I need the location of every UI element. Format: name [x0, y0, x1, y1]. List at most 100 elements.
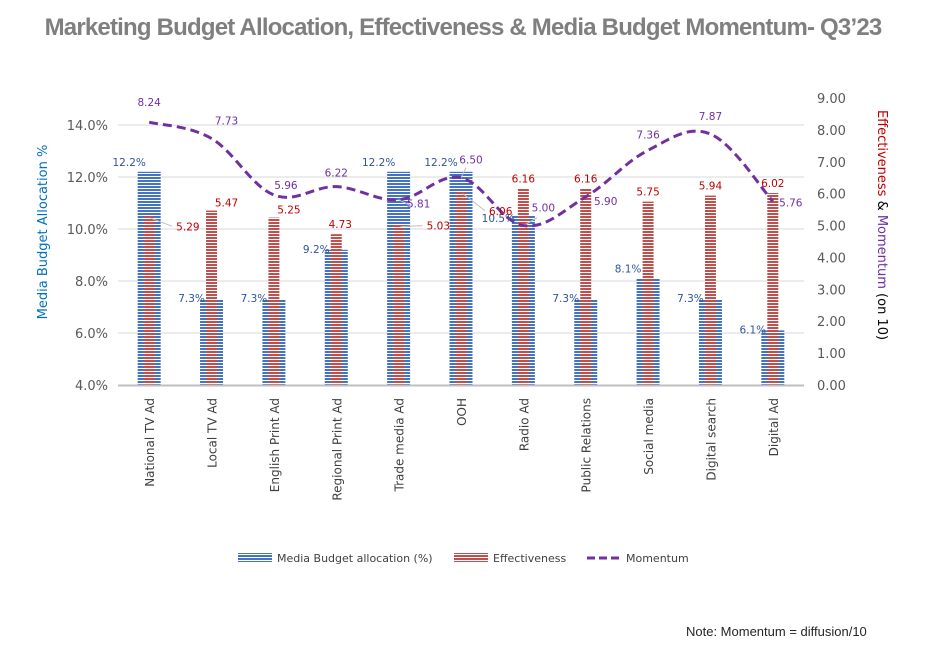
- left-axis-tick-label: 4.0%: [75, 379, 108, 394]
- effectiveness-data-label: 6.02: [761, 178, 784, 190]
- effectiveness-data-label: 6.16: [512, 174, 536, 186]
- leader-lines: [151, 167, 538, 228]
- legend-item-effectiveness[interactable]: Effectiveness: [454, 552, 566, 565]
- left-axis-tick-label: 8.0%: [75, 275, 108, 290]
- category-label: OOH: [455, 398, 469, 426]
- right-axis-tick-label: 7.00: [817, 156, 846, 171]
- effectiveness-data-label: 6.06: [489, 206, 513, 218]
- momentum-data-label: 5.00: [532, 203, 555, 215]
- leader-line: [398, 199, 411, 207]
- effectiveness-data-label: 5.03: [427, 221, 450, 233]
- effectiveness-bar: [393, 224, 405, 385]
- right-axis-tick-label: 5.00: [817, 220, 846, 235]
- allocation-data-label: 7.3%: [241, 293, 268, 305]
- allocation-labels: 12.2% 7.3% 7.3% 9.2% 12.2% 12.2% 10.5% 7.3% 8.1%…: [113, 157, 767, 337]
- left-axis-ticks: 4.0% 6.0% 8.0% 10.0% 12.0% 14.0%: [67, 119, 108, 394]
- effectiveness-data-label: 5.75: [636, 187, 659, 199]
- right-axis-tick-label: 9.00: [817, 92, 846, 107]
- right-axis-tick-label: 0.00: [817, 379, 846, 394]
- category-label: Social media: [642, 398, 656, 475]
- momentum-labels: 8.24 7.73 5.96 6.22 5.81 6.50 5.00 5.90 7.36 7.87…: [137, 97, 802, 214]
- leader-line: [462, 193, 486, 212]
- effectiveness-bar: [642, 201, 654, 385]
- category-label: Public Relations: [580, 398, 594, 492]
- effectiveness-data-label: 5.25: [277, 205, 300, 217]
- momentum-line: [148, 120, 774, 228]
- momentum-data-label: 5.90: [594, 196, 617, 208]
- legend-item-allocation[interactable]: Media Budget allocation (%): [238, 552, 433, 565]
- momentum-data-label: 6.22: [325, 168, 348, 180]
- category-label: Digital Ad: [767, 398, 781, 456]
- leader-line: [400, 225, 423, 228]
- effectiveness-data-label: 4.73: [329, 219, 352, 231]
- legend-label-momentum: Momentum: [626, 552, 689, 565]
- momentum-data-label: 5.96: [274, 180, 298, 192]
- effectiveness-bar: [580, 188, 592, 385]
- effectiveness-bars: [143, 188, 779, 385]
- leader-line: [523, 217, 538, 226]
- left-axis-title: Media Budget Allocation %: [36, 145, 51, 320]
- legend-swatch-effectiveness: [454, 553, 488, 562]
- right-axis-title-scale: (on 10): [874, 289, 889, 340]
- legend-label-allocation: Media Budget allocation (%): [277, 552, 433, 565]
- allocation-data-label: 12.2%: [424, 157, 457, 169]
- right-axis-tick-label: 6.00: [817, 188, 846, 203]
- effectiveness-data-label: 5.47: [215, 198, 238, 210]
- allocation-data-label: 7.3%: [178, 293, 205, 305]
- category-label: National TV Ad: [143, 398, 157, 487]
- legend: Media Budget allocation (%) Effectivenes…: [238, 552, 689, 565]
- legend-item-momentum[interactable]: Momentum: [587, 552, 689, 565]
- effectiveness-bar: [704, 195, 716, 385]
- momentum-data-label: 8.24: [137, 97, 161, 109]
- effectiveness-bar: [143, 216, 155, 385]
- left-axis-tick-label: 12.0%: [67, 171, 108, 186]
- category-labels: National TV Ad Local TV Ad English Print A…: [143, 398, 781, 501]
- right-axis-tick-label: 8.00: [817, 124, 846, 139]
- footnote: Note: Momentum = diffusion/10: [686, 624, 867, 639]
- momentum-data-label: 6.50: [459, 155, 482, 167]
- right-axis-title: Effectiveness & Momentum (on 10): [874, 110, 889, 340]
- allocation-data-label: 7.3%: [677, 293, 704, 305]
- legend-swatch-allocation: [238, 553, 272, 562]
- allocation-data-label: 10.5%: [482, 213, 515, 225]
- effectiveness-bar: [767, 193, 779, 385]
- right-axis-title-and: &: [874, 196, 889, 214]
- allocation-data-label: 12.2%: [113, 157, 146, 169]
- momentum-data-label: 7.87: [699, 111, 722, 123]
- right-axis-tick-label: 1.00: [817, 347, 846, 362]
- category-label: Radio Ad: [517, 398, 531, 451]
- allocation-data-label: 7.3%: [552, 293, 579, 305]
- effectiveness-data-label: 5.94: [699, 181, 723, 193]
- momentum-data-label: 7.73: [215, 115, 238, 127]
- left-axis-tick-label: 14.0%: [67, 119, 108, 134]
- effectiveness-bar: [268, 217, 280, 385]
- effectiveness-labels: 5.29 5.47 5.25 4.73 5.03 6.06 6.16 6.16 5.75 5.94…: [176, 174, 784, 234]
- right-axis-title-momentum: Momentum: [874, 215, 889, 289]
- effectiveness-bar: [206, 210, 218, 385]
- right-axis-title-effectiveness: Effectiveness: [874, 110, 889, 197]
- momentum-data-label: 5.76: [779, 197, 803, 209]
- category-label: Local TV Ad: [206, 398, 220, 468]
- effectiveness-bar: [330, 234, 342, 385]
- effectiveness-bar: [517, 188, 529, 385]
- chart-title: Marketing Budget Allocation, Effectivene…: [44, 14, 883, 41]
- allocation-data-label: 12.2%: [362, 157, 395, 169]
- right-axis-tick-label: 4.00: [817, 251, 846, 266]
- left-axis-tick-label: 10.0%: [67, 223, 108, 238]
- right-axis-tick-label: 3.00: [817, 283, 846, 298]
- effectiveness-data-label: 5.29: [176, 221, 199, 233]
- legend-label-effectiveness: Effectiveness: [493, 552, 566, 565]
- allocation-data-label: 8.1%: [615, 263, 642, 275]
- momentum-data-label: 5.81: [407, 199, 430, 211]
- right-axis-ticks: 0.00 1.00 2.00 3.00 4.00 5.00 6.00 7.00 8.00 9.00: [817, 92, 846, 394]
- right-axis-tick-label: 2.00: [817, 315, 846, 330]
- category-label: Trade media Ad: [393, 398, 407, 492]
- effectiveness-bar: [455, 191, 467, 385]
- leader-line: [151, 217, 173, 227]
- category-label: Digital search: [704, 398, 718, 481]
- category-label: Regional Print Ad: [330, 398, 344, 501]
- leader-line: [460, 167, 467, 178]
- allocation-data-label: 9.2%: [303, 244, 330, 256]
- momentum-data-label: 7.36: [636, 129, 660, 141]
